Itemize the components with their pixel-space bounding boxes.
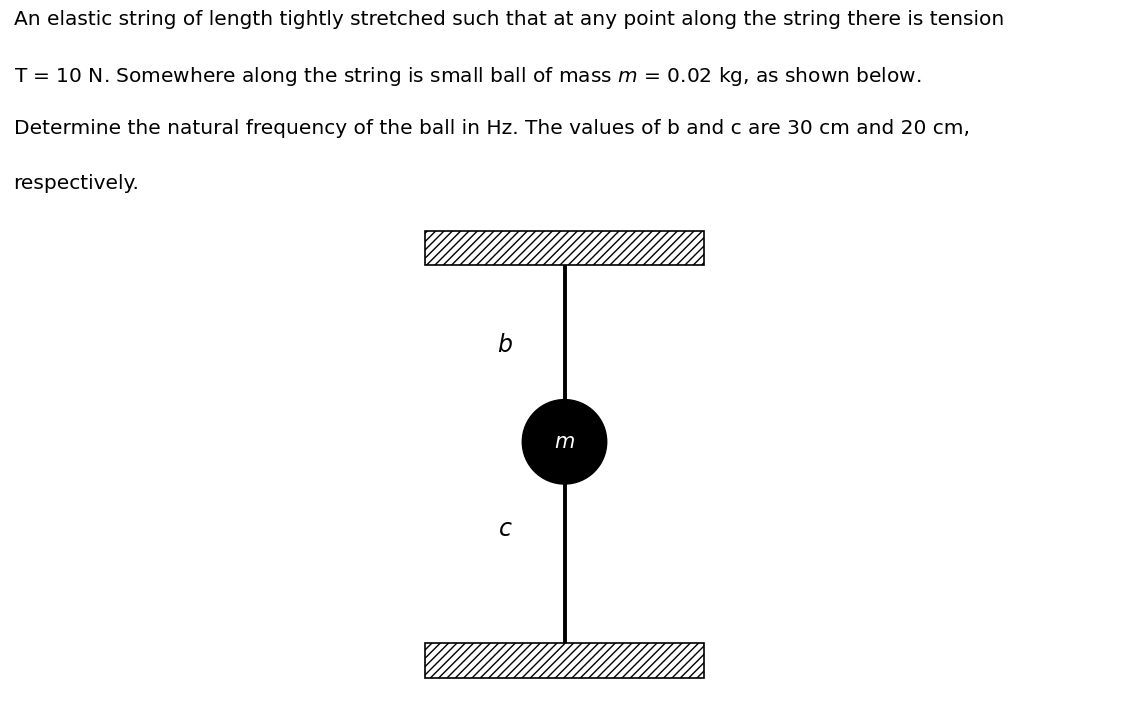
Text: An elastic string of length tightly stretched such that at any point along the s: An elastic string of length tightly stre… xyxy=(14,10,1004,29)
Bar xyxy=(426,231,703,265)
Text: respectively.: respectively. xyxy=(14,174,139,193)
Text: $c$: $c$ xyxy=(498,517,513,541)
Text: T = 10 N. Somewhere along the string is small ball of mass $m$ = 0.02 kg, as sho: T = 10 N. Somewhere along the string is … xyxy=(14,65,921,88)
Text: Determine the natural frequency of the ball in Hz. The values of b and c are 30 : Determine the natural frequency of the b… xyxy=(14,119,970,138)
Text: $b$: $b$ xyxy=(497,333,513,357)
Text: $m$: $m$ xyxy=(554,432,575,452)
Bar xyxy=(426,643,703,678)
Circle shape xyxy=(523,399,606,484)
